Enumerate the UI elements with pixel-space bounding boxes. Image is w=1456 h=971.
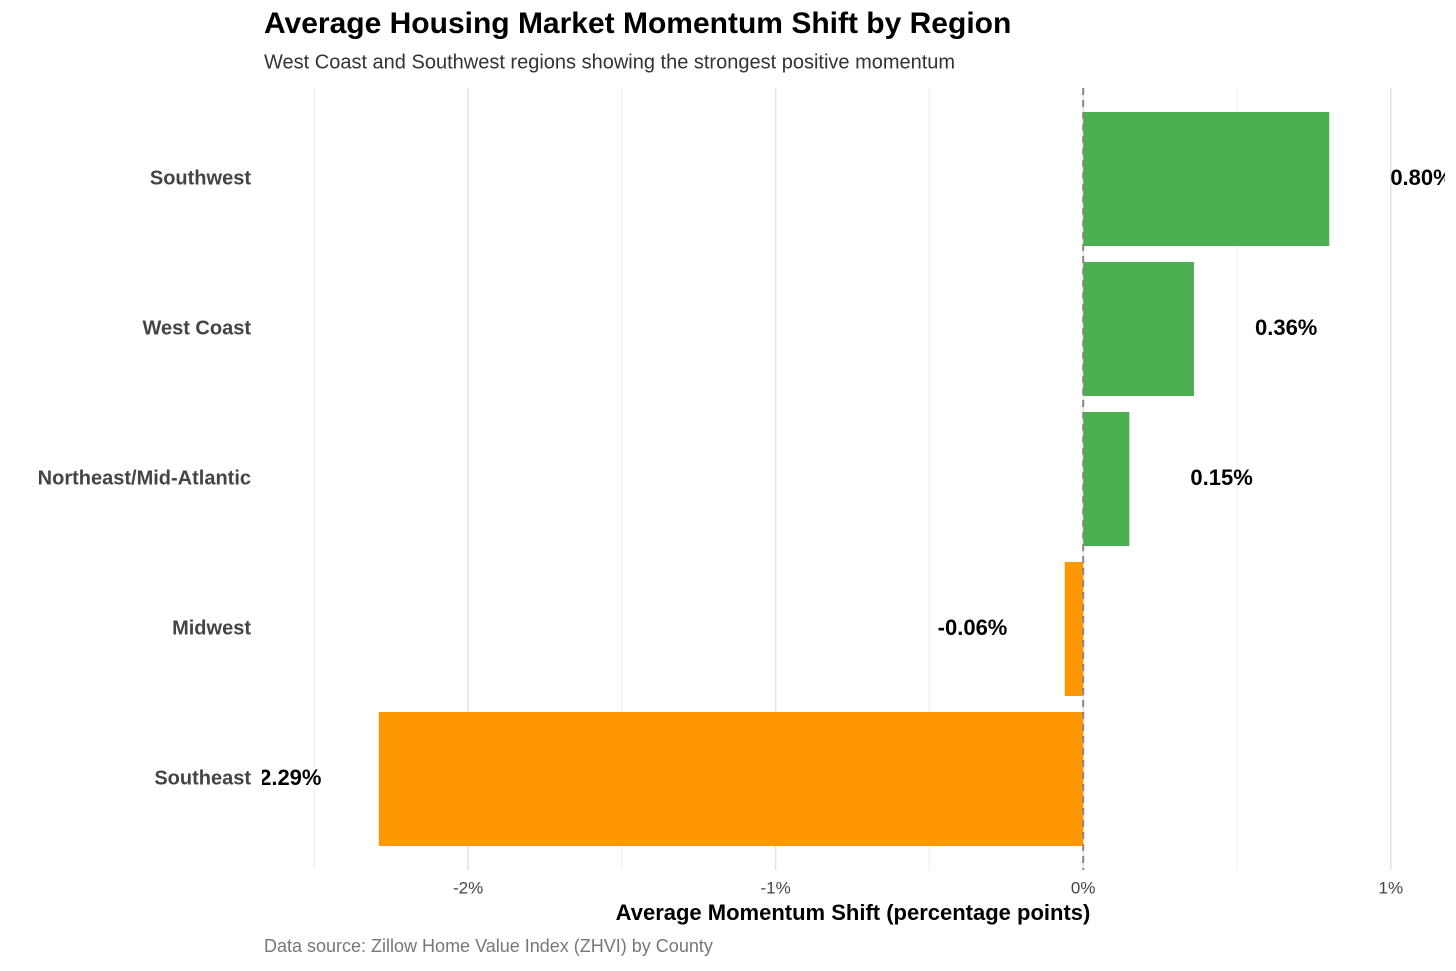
bar xyxy=(1064,562,1084,696)
value-label: -0.06% xyxy=(938,615,1008,640)
chart-subtitle: West Coast and Southwest regions showing… xyxy=(264,51,955,73)
bar xyxy=(1083,262,1194,396)
y-tick-label: Southeast xyxy=(154,767,251,789)
bars: Southwest West Coast Northeast/Mid-Atlanti… xyxy=(38,88,1330,870)
y-tick-label: Midwest xyxy=(172,617,251,639)
value-label: 0.15% xyxy=(1190,465,1252,490)
x-tick-label: -1% xyxy=(761,878,791,897)
bar xyxy=(1083,112,1330,246)
y-tick-label: Northeast/Mid-Atlantic xyxy=(38,467,251,489)
chart-title: Average Housing Market Momentum Shift by… xyxy=(264,7,1011,40)
bar xyxy=(1083,412,1130,546)
value-label: 0.36% xyxy=(1255,315,1317,340)
y-tick-label: Southwest xyxy=(150,167,251,189)
x-tick-label: -2% xyxy=(453,878,483,897)
x-tick-label: 1% xyxy=(1378,878,1403,897)
value-label: 0.80% xyxy=(1390,165,1452,190)
value-label: -2.29% xyxy=(252,765,322,790)
bar xyxy=(378,712,1084,846)
caption: Data source: Zillow Home Value Index (ZH… xyxy=(264,936,713,956)
x-axis-label: Average Momentum Shift (percentage point… xyxy=(616,900,1091,925)
y-tick-label: West Coast xyxy=(142,317,251,339)
x-tick-label: 0% xyxy=(1071,878,1096,897)
value-labels: 0.80% 0.36% 0.15% -0.06% -2.29% xyxy=(252,165,1452,790)
